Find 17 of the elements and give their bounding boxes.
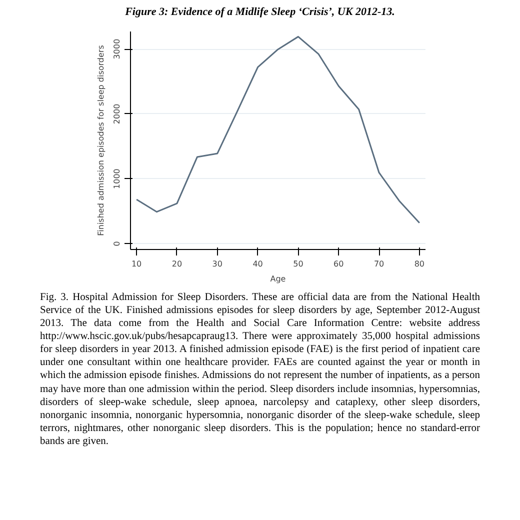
x-tick-label: 30 <box>212 259 222 268</box>
y-tick-label: 3000 <box>112 38 122 59</box>
x-tick-label: 50 <box>293 259 304 268</box>
x-tick-label: 20 <box>172 259 182 268</box>
y-tick-label: 0 <box>112 240 122 246</box>
x-tick-label: 80 <box>414 259 425 268</box>
x-tick-label: 10 <box>131 259 142 268</box>
y-tick-label: 1000 <box>112 168 122 189</box>
y-tick-label: 2000 <box>112 103 122 124</box>
x-tick-label: 40 <box>252 259 263 268</box>
x-axis-title: Age <box>270 274 286 284</box>
line-series <box>136 36 420 224</box>
x-tick-label: 70 <box>374 259 384 268</box>
chart-title: Figure 3: Evidence of a Midlife Sleep ‘Crisis’, UK 2012-13. <box>125 5 395 20</box>
text: Fig. 3. Hospital Admission for Sleep Disorders. These are official data are from the National Health Service of the UK. Finished admissions episodes for sleep disorders by age, September 2012-August 2013. The data come from the Health and Social Care Information Centre: website address http://www.hscic.gov.uk/pubs/hesapcapraug13. There were approximately 35,000 hospital admissions for sleep disorders in year 2013. A finished admission episode (FAE) is the first period of inpatient care under one consultant within one healthcare provider. FAEs are counted against the year or month in which the admission episode finishes. Admissions do not represent the number of inpatients, as a person may have more than one admission within the period. Sleep disorders include insomnias, hypersomnias, disorders of sleep-wake schedule, sleep apnoea, narcolepsy and cataplexy, other sleep disorders, nonorganic insomnia, nonorganic hypersomnia, nonorganic disorder of the sleep-wake schedule, sleep terrors, nightmares, other nonorganic sleep disorders. This is the population; hence no standard-error bands are given. <box>40 292 480 448</box>
y-axis-title: Finished admission episodes for sleep disorders <box>96 44 106 236</box>
x-tick-label: 60 <box>334 259 344 268</box>
